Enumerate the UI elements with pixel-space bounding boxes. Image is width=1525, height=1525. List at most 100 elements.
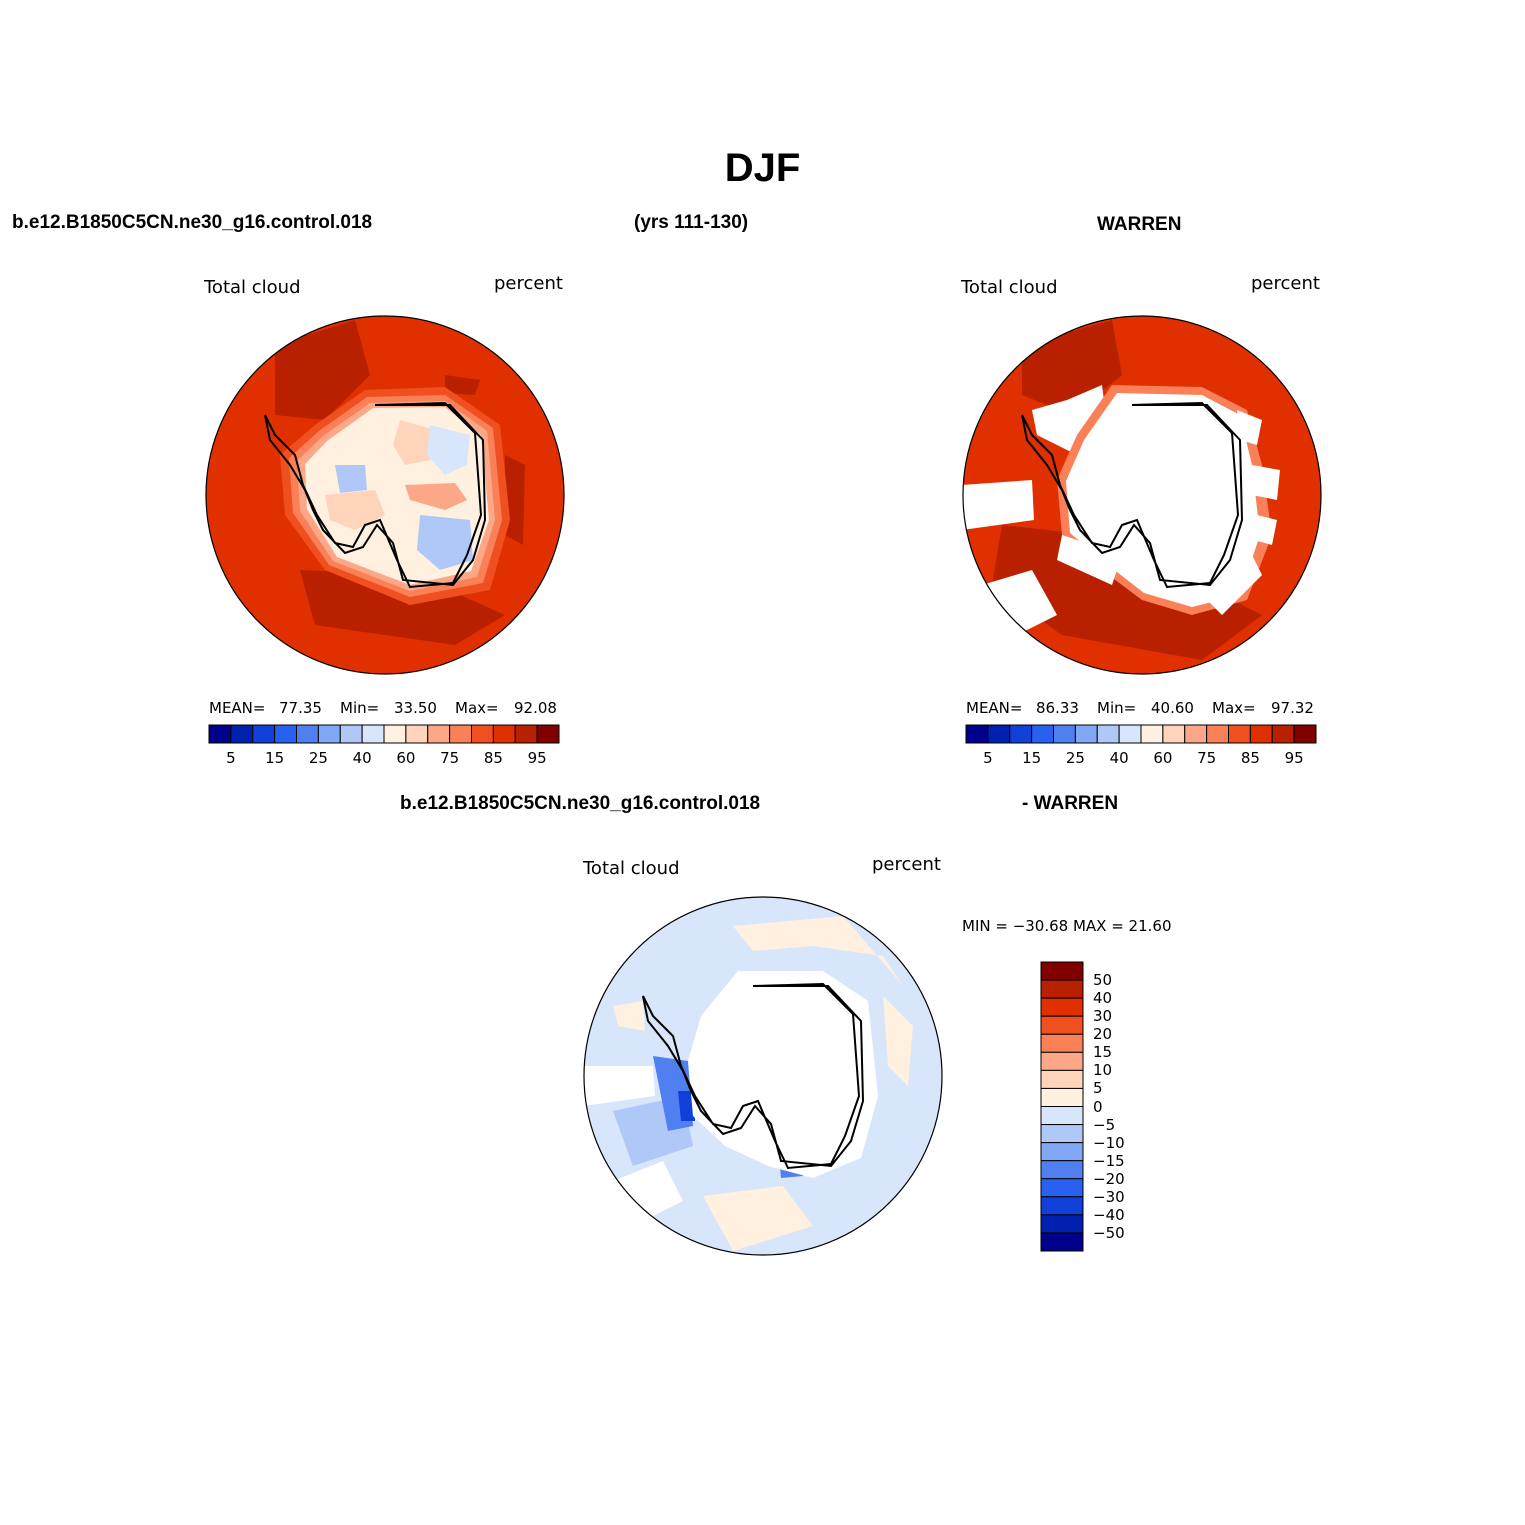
antarctic-coastline (1021, 401, 1244, 589)
colorbar-tick-label: 60 (396, 749, 416, 767)
colorbar-swatch (449, 724, 472, 744)
map-high-cloud-region (505, 455, 525, 545)
map-missing-data (1254, 515, 1277, 545)
map-positive-diff-region (883, 996, 913, 1086)
colorbar-swatch (383, 724, 407, 744)
colorbar-swatch (1140, 724, 1164, 744)
obs-polar-map (962, 315, 1322, 675)
map-missing-data (1202, 555, 1262, 615)
colorbar-swatch (1040, 1214, 1084, 1234)
map-land-peach-patch (393, 420, 435, 465)
colorbar-tick-label: 25 (308, 749, 328, 767)
colorbar-tick-label: 30 (1093, 1007, 1113, 1026)
obs-units-label: percent (1251, 273, 1320, 294)
map-land-peach-patch (405, 483, 467, 510)
diff-polar-map (583, 896, 943, 1256)
case-name-header: b.e12.B1850C5CN.ne30_g16.control.018 (12, 212, 373, 233)
colorbar-swatch (1293, 724, 1317, 744)
colorbar-swatch (1040, 1051, 1084, 1071)
map-missing-data (1057, 535, 1122, 585)
colorbar-swatch (252, 724, 276, 744)
map-boundary-circle (583, 896, 943, 1256)
obs-min-label: Min= (1097, 699, 1137, 717)
obs-max-value: 97.32 (1271, 699, 1314, 717)
map-land-blue-patch (417, 515, 473, 570)
colorbar-swatch (361, 724, 385, 744)
model-colorbar-ticks: 5 15 25 40 60 75 85 95 (209, 749, 559, 769)
colorbar-tick-label: 15 (265, 749, 285, 767)
colorbar-swatch (1118, 724, 1142, 744)
colorbar-tick-label: 85 (483, 749, 503, 767)
colorbar-swatch (1040, 979, 1084, 999)
colorbar-tick-label: 95 (527, 749, 547, 767)
colorbar-swatch (1040, 997, 1084, 1017)
colorbar-tick-label: 20 (1093, 1025, 1113, 1044)
colorbar-swatch (208, 724, 232, 744)
colorbar-swatch (1053, 724, 1076, 744)
map-boundary-circle (205, 315, 565, 675)
colorbar-swatch (492, 724, 516, 744)
colorbar-swatch (1031, 724, 1054, 744)
colorbar-swatch (1040, 1069, 1084, 1089)
colorbar-tick-label: 25 (1065, 749, 1085, 767)
map-positive-diff-region (733, 916, 903, 986)
diff-colorbar (1040, 961, 1084, 1252)
colorbar-swatch (296, 724, 319, 744)
colorbar-tick-label: 40 (352, 749, 372, 767)
colorbar-swatch (1074, 724, 1098, 744)
map-missing-data (688, 971, 878, 1178)
colorbar-swatch (339, 724, 363, 744)
colorbar-swatch (1040, 1232, 1084, 1252)
colorbar-tick-label: 60 (1153, 749, 1173, 767)
map-missing-data (982, 570, 1057, 635)
colorbar-swatch (1040, 1033, 1084, 1053)
map-land-peach-patch (325, 490, 385, 530)
colorbar-swatch (1040, 1142, 1084, 1162)
colorbar-tick-label: 5 (226, 749, 236, 767)
colorbar-tick-label: −40 (1093, 1205, 1125, 1224)
colorbar-tick-label: 0 (1093, 1097, 1103, 1116)
colorbar-swatch (514, 724, 538, 744)
colorbar-tick-label: 40 (1109, 749, 1129, 767)
colorbar-tick-label: 75 (440, 749, 460, 767)
colorbar-tick-label: 50 (1093, 971, 1113, 990)
colorbar-swatch (1184, 724, 1208, 744)
model-polar-map (205, 315, 565, 675)
map-missing-data (1237, 410, 1262, 445)
map-high-cloud-region (445, 375, 480, 395)
antarctic-coastline (264, 401, 487, 589)
model-units-label: percent (494, 273, 563, 294)
model-variable-label: Total cloud (204, 277, 301, 298)
colorbar-tick-label: −5 (1093, 1115, 1116, 1134)
colorbar-swatch (1040, 961, 1084, 981)
map-missing-data (1252, 465, 1280, 500)
obs-colorbar (965, 724, 1317, 744)
colorbar-swatch (1040, 1196, 1084, 1216)
colorbar-swatch (965, 724, 989, 744)
model-min-value: 33.50 (394, 699, 437, 717)
colorbar-tick-label: 40 (1093, 989, 1113, 1008)
diff-variable-label: Total cloud (583, 858, 680, 879)
map-missing-data (613, 1161, 683, 1221)
colorbar-tick-label: −10 (1093, 1133, 1125, 1152)
map-land-blue-patch (335, 465, 367, 493)
colorbar-tick-label: −30 (1093, 1187, 1125, 1206)
colorbar-swatch (1040, 1015, 1084, 1035)
model-max-label: Max= (455, 699, 499, 717)
model-mean-label: MEAN= (209, 699, 266, 717)
colorbar-swatch (1162, 724, 1186, 744)
map-missing-data (584, 1066, 655, 1106)
reference-header: WARREN (1097, 214, 1182, 235)
colorbar-swatch (405, 724, 429, 744)
map-positive-diff-region (703, 1186, 813, 1251)
map-boundary-circle (962, 315, 1322, 675)
colorbar-swatch (471, 724, 494, 744)
model-min-label: Min= (340, 699, 380, 717)
colorbar-tick-label: 75 (1197, 749, 1217, 767)
model-colorbar (208, 724, 560, 744)
obs-min-value: 40.60 (1151, 699, 1194, 717)
colorbar-tick-label: 15 (1093, 1043, 1113, 1062)
colorbar-swatch (1271, 724, 1295, 744)
colorbar-tick-label: 5 (983, 749, 993, 767)
colorbar-swatch (317, 724, 341, 744)
